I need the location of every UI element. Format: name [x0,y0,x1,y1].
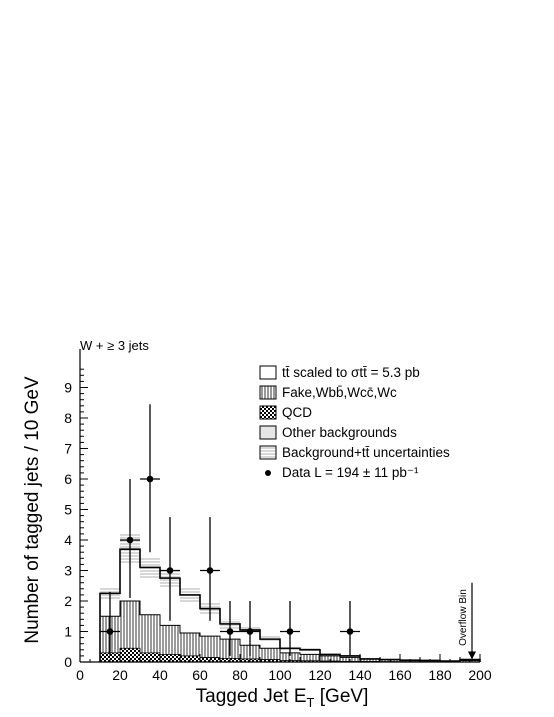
data-point [226,628,234,635]
qcd-bar [180,655,200,662]
legend-label: QCD [282,405,312,420]
fake-wbb-wcc-wc-bar [160,625,180,662]
fake-wbb-wcc-wc-bar [320,655,340,662]
x-tick-label: 180 [428,667,452,683]
y-axis-title-text: Number of tagged jets / 10 GeV [22,376,43,644]
fake-wbb-wcc-wc-bar [280,652,300,662]
x-tick-label: 80 [232,667,248,683]
x-tick-label: 120 [308,667,332,683]
y-tick-label: 9 [64,380,72,396]
x-tick-label: 200 [468,667,492,683]
x-tick-label: 20 [112,667,128,683]
y-tick-label: 4 [64,532,72,548]
x-tick-label: 160 [388,667,412,683]
x-axis-title: Tagged Jet ET [GeV] [196,686,369,710]
y-axis-title: Number of tagged jets / 10 GeV [22,376,43,644]
data-point [346,628,354,635]
data-point [286,628,294,635]
x-tick-label: 60 [192,667,208,683]
data-point [246,628,254,635]
overflow-bin-label: Overflow Bin [458,589,469,646]
x-tick-label: 100 [268,667,292,683]
x-tick-label: 0 [76,667,84,683]
y-tick-label: 5 [64,502,72,518]
qcd-bar [100,652,120,662]
x-axis-title-sub: T [307,695,315,710]
legend-label: tt̄ scaled to σtt̄ = 5.3 pb [282,365,420,380]
data-point [106,628,114,635]
y-tick-label: 2 [64,593,72,609]
y-tick-label: 7 [64,441,72,457]
data-point [146,475,154,483]
data-point [206,567,214,574]
legend-swatch-horizontal-hatch [259,445,277,460]
x-axis-ticks: 0 20 40 60 80 100 120 140 160 180 200 [76,654,492,683]
legend-label: Data L = 194 ± 11 pb⁻¹ [282,465,419,480]
legend-swatch-marker [265,470,271,476]
fake-wbb-wcc-wc-bar [140,614,160,662]
legend-swatch-light-gray [259,425,277,440]
fake-wbb-wcc-wc-bar [120,601,140,662]
legend-swatch-open [259,365,277,380]
qcd-bar [160,654,180,662]
x-tick-label: 40 [152,667,168,683]
chart-title: W + ≥ 3 jets [80,338,149,353]
y-tick-label: 6 [64,471,72,487]
y-tick-label: 1 [64,624,72,640]
legend-swatch-checker [259,405,277,420]
x-axis-title-unit: [GeV] [315,686,369,707]
legend-label: Other backgrounds [282,425,397,440]
legend-swatch-vertical-hatch [259,385,277,400]
overflow-arrow-head [468,651,476,660]
qcd-bar [140,652,160,662]
legend-label: Background+tt̄ uncertainties [282,445,450,460]
data-point [166,567,174,574]
data-point [126,536,134,544]
y-tick-label: 0 [64,654,72,670]
x-axis-title-main: Tagged Jet E [196,686,307,707]
fake-wbb-wcc-wc-bar [300,654,320,662]
qcd-bar [120,648,140,662]
fake-wbb-wcc-wc-bar [200,636,220,662]
fake-wbb-wcc-wc-bar [180,633,200,662]
y-axis-ticks: 0 1 2 3 4 5 6 7 8 9 [64,368,88,670]
data-points [100,404,360,656]
legend-label: Fake,Wbb̄,Wcc̄,Wc [282,385,397,400]
y-tick-label: 8 [64,410,72,426]
y-tick-label: 3 [64,563,72,579]
x-tick-label: 140 [348,667,372,683]
legend: tt̄ scaled to σtt̄ = 5.3 pb Fake,Wbb̄,Wcc… [259,365,450,480]
plot-layer: 0 20 40 60 80 100 120 140 160 180 200 0 1 2 3 4 5 6 7 8 9 Ove… [64,349,492,683]
fake-wbb-wcc-wc-bar [260,648,280,662]
